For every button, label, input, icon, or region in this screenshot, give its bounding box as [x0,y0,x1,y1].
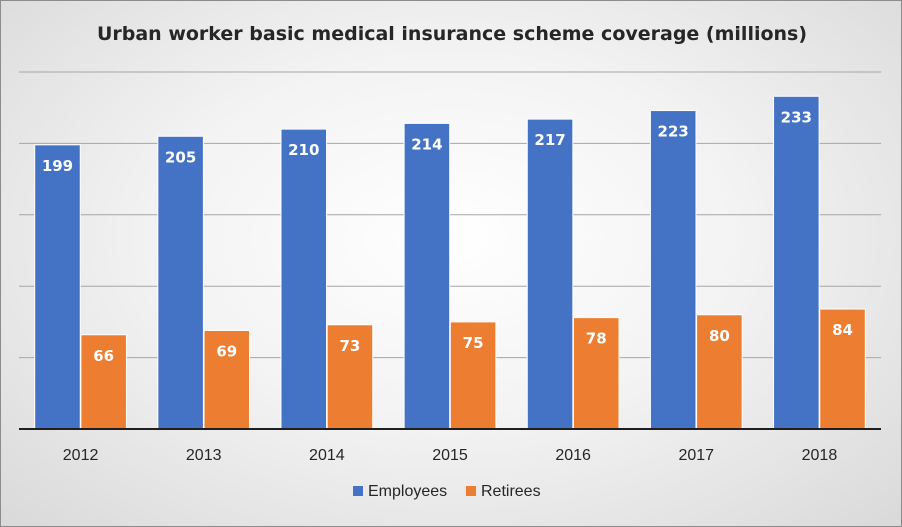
data-label-retirees-2013: 69 [216,342,237,360]
data-label-employees-2015: 214 [411,135,442,153]
data-label-employees-2012: 199 [42,157,73,175]
bar-employees-2016 [526,118,574,430]
chart-title: Urban worker basic medical insurance sch… [97,23,807,45]
x-tick-label-2017: 2017 [678,447,714,464]
bar-retirees-2012 [80,334,127,430]
bar-employees-2014 [280,128,328,430]
x-tick-label-2013: 2013 [186,447,222,464]
bar-employees-2018 [773,95,820,430]
x-tick-label-2012: 2012 [63,447,99,464]
data-label-retirees-2016: 78 [586,330,607,348]
data-label-retirees-2018: 84 [832,321,853,339]
data-label-employees-2018: 233 [781,108,812,126]
legend-label-retirees: Retirees [481,483,541,500]
bar-retirees-2016 [572,317,620,430]
x-tick-label-2015: 2015 [432,447,468,464]
legend-swatch-retirees [466,486,476,496]
data-label-retirees-2015: 75 [463,334,484,352]
x-tick-label-2016: 2016 [555,447,591,464]
data-label-employees-2016: 217 [534,131,565,149]
data-label-employees-2017: 223 [658,123,689,141]
bar-retirees-2014 [326,324,374,430]
bar-employees-2015 [403,122,451,430]
legend-label-employees: Employees [368,483,447,500]
bar-employees-2012 [34,144,81,430]
x-axis: 2012 2013 2014 2015 2016 2017 2018 [19,428,881,464]
legend-swatch-employees [353,486,363,496]
legend: Employees Retirees [353,483,541,500]
data-label-retirees-2012: 66 [93,347,114,365]
bar-employees-2013 [157,135,204,430]
bar-retirees-2017 [696,314,743,430]
data-label-retirees-2017: 80 [709,327,730,345]
bar-retirees-2018 [819,308,866,430]
data-label-retirees-2014: 73 [340,337,361,355]
data-labels: 199 66 205 69 210 73 214 75 217 78 223 80 233 84 [42,108,853,364]
data-label-employees-2014: 210 [288,141,319,159]
x-tick-label-2014: 2014 [309,447,345,464]
bar-employees-2017 [649,110,697,430]
x-tick-label-2018: 2018 [802,447,838,464]
bar-retirees-2015 [449,321,497,430]
bars [34,95,866,430]
data-label-employees-2013: 205 [165,148,196,166]
